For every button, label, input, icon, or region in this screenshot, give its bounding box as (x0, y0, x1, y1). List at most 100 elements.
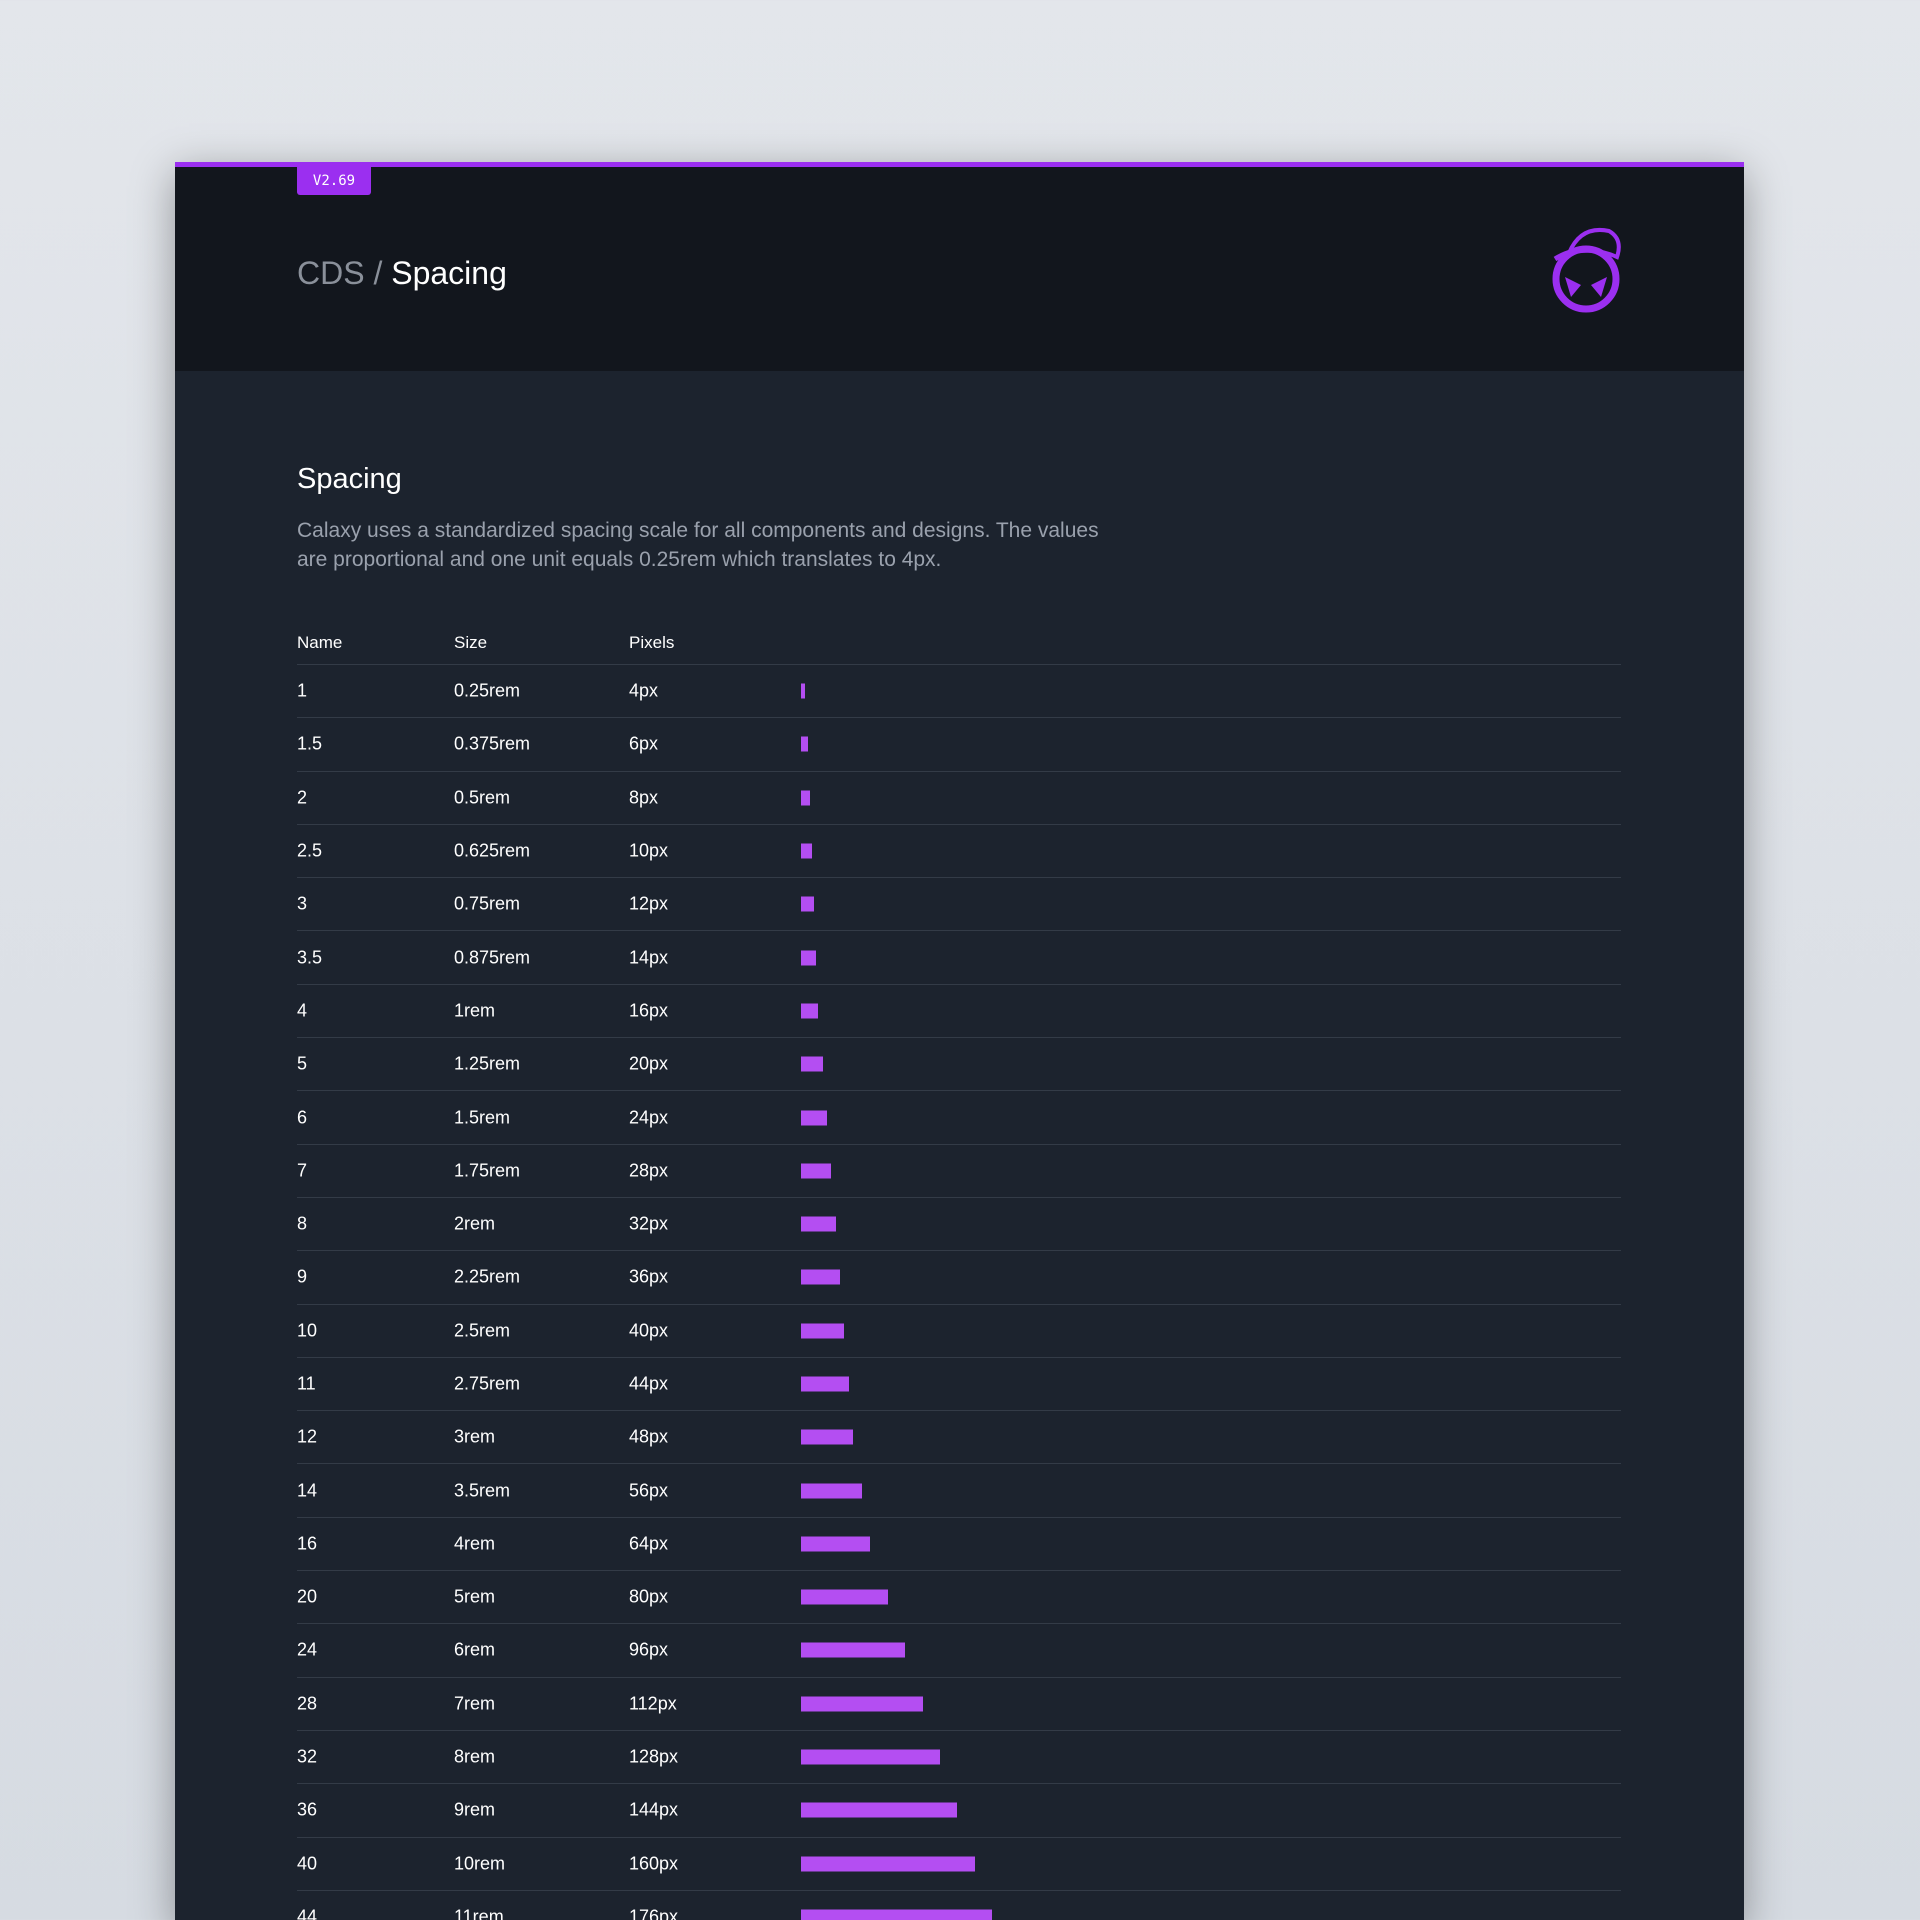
cell-pixels: 128px (629, 1746, 679, 1767)
cell-name: 7 (297, 1160, 308, 1181)
spacing-bar (801, 1003, 819, 1019)
cell-pixels: 4px (629, 680, 659, 701)
spacing-bar (801, 1802, 958, 1818)
cell-size: 0.5rem (454, 787, 511, 808)
spacing-bar (801, 1536, 871, 1552)
cell-pixels: 44px (629, 1373, 669, 1394)
cell-name: 14 (297, 1480, 318, 1501)
table-row: 3.5 0.875rem 14px (297, 931, 1621, 985)
cell-size: 2.25rem (454, 1266, 521, 1287)
table-row: 36 9rem 144px (297, 1784, 1621, 1838)
table-row: 1 0.25rem 4px (297, 665, 1621, 719)
table-row: 5 1.25rem 20px (297, 1038, 1621, 1092)
cell-name: 28 (297, 1693, 318, 1714)
cell-name: 3.5 (297, 947, 323, 968)
cell-size: 3rem (454, 1426, 496, 1447)
table-row: 6 1.5rem 24px (297, 1091, 1621, 1145)
cell-name: 9 (297, 1266, 308, 1287)
cell-pixels: 80px (629, 1586, 669, 1607)
spacing-bar (801, 1909, 992, 1920)
cell-size: 0.875rem (454, 947, 531, 968)
cell-pixels: 160px (629, 1853, 679, 1874)
cell-size: 0.625rem (454, 840, 531, 861)
spacing-bar (801, 1110, 828, 1126)
cell-name: 1 (297, 680, 308, 701)
cell-pixels: 16px (629, 1000, 669, 1021)
table-row: 4 1rem 16px (297, 985, 1621, 1039)
section-description: Calaxy uses a standardized spacing scale… (297, 519, 1099, 571)
cell-size: 8rem (454, 1746, 496, 1767)
cell-name: 44 (297, 1906, 318, 1920)
column-header: Size (454, 633, 488, 652)
breadcrumb-current: Spacing (391, 255, 507, 291)
cell-pixels: 20px (629, 1053, 669, 1074)
cell-name: 5 (297, 1053, 308, 1074)
cell-size: 6rem (454, 1639, 496, 1660)
cell-name: 20 (297, 1586, 318, 1607)
cell-pixels: 112px (629, 1693, 677, 1714)
cell-size: 5rem (454, 1586, 496, 1607)
spacing-bar (801, 1376, 849, 1392)
spacing-bar (801, 896, 815, 912)
table-row: 24 6rem 96px (297, 1624, 1621, 1678)
cell-size: 9rem (454, 1799, 496, 1820)
cell-size: 10rem (454, 1853, 506, 1874)
cell-pixels: 24px (629, 1107, 669, 1128)
cell-size: 0.25rem (454, 680, 521, 701)
cell-name: 40 (297, 1853, 318, 1874)
spacing-bar (801, 1269, 841, 1285)
cell-name: 2 (297, 787, 308, 808)
breadcrumb: CDS / Spacing (297, 255, 507, 292)
cell-pixels: 6px (629, 733, 659, 754)
cell-name: 10 (297, 1320, 318, 1341)
cell-size: 1.75rem (454, 1160, 521, 1181)
cell-name: 1.5 (297, 733, 323, 754)
cell-name: 16 (297, 1533, 318, 1554)
table-row: 20 5rem 80px (297, 1571, 1621, 1625)
cell-pixels: 36px (629, 1266, 669, 1287)
cell-size: 1.5rem (454, 1107, 511, 1128)
cell-size: 4rem (454, 1533, 496, 1554)
spacing-bar (801, 1163, 832, 1179)
cell-size: 2.5rem (454, 1320, 511, 1341)
cell-name: 24 (297, 1639, 318, 1660)
logo[interactable] (1551, 223, 1625, 315)
table-row: 12 3rem 48px (297, 1411, 1621, 1465)
cell-size: 1.25rem (454, 1053, 521, 1074)
cell-pixels: 8px (629, 787, 659, 808)
cell-name: 2.5 (297, 840, 323, 861)
table-row: 44 11rem 176px (297, 1891, 1621, 1920)
cell-pixels: 40px (629, 1320, 669, 1341)
table-row: 1.5 0.375rem 6px (297, 718, 1621, 772)
cell-pixels: 96px (629, 1639, 669, 1660)
cell-pixels: 28px (629, 1160, 669, 1181)
table-row: 9 2.25rem 36px (297, 1251, 1621, 1305)
cell-name: 11 (297, 1373, 316, 1394)
spacing-bar (801, 1323, 845, 1339)
table-row: 8 2rem 32px (297, 1198, 1621, 1252)
cell-size: 7rem (454, 1693, 496, 1714)
cell-name: 36 (297, 1799, 318, 1820)
spacing-bar (801, 790, 810, 806)
spacing-bar (801, 1856, 975, 1872)
table-row: 32 8rem 128px (297, 1731, 1621, 1785)
cell-name: 32 (297, 1746, 318, 1767)
table-row: 2.5 0.625rem 10px (297, 825, 1621, 879)
cell-pixels: 12px (629, 893, 669, 914)
cell-pixels: 14px (629, 947, 669, 968)
table-row: 16 4rem 64px (297, 1518, 1621, 1572)
table-row: 10 2.5rem 40px (297, 1305, 1621, 1358)
cell-pixels: 56px (629, 1480, 669, 1501)
cell-size: 0.75rem (454, 893, 521, 914)
cell-size: 3.5rem (454, 1480, 511, 1501)
section-title: Spacing (297, 463, 402, 495)
cell-name: 6 (297, 1107, 308, 1128)
cell-name: 8 (297, 1213, 308, 1234)
spacing-bar (801, 950, 817, 966)
cell-pixels: 10px (629, 840, 669, 861)
cell-name: 12 (297, 1426, 318, 1447)
cell-name: 3 (297, 893, 308, 914)
spacing-bar (801, 683, 806, 699)
breadcrumb-root[interactable]: CDS (297, 255, 365, 291)
